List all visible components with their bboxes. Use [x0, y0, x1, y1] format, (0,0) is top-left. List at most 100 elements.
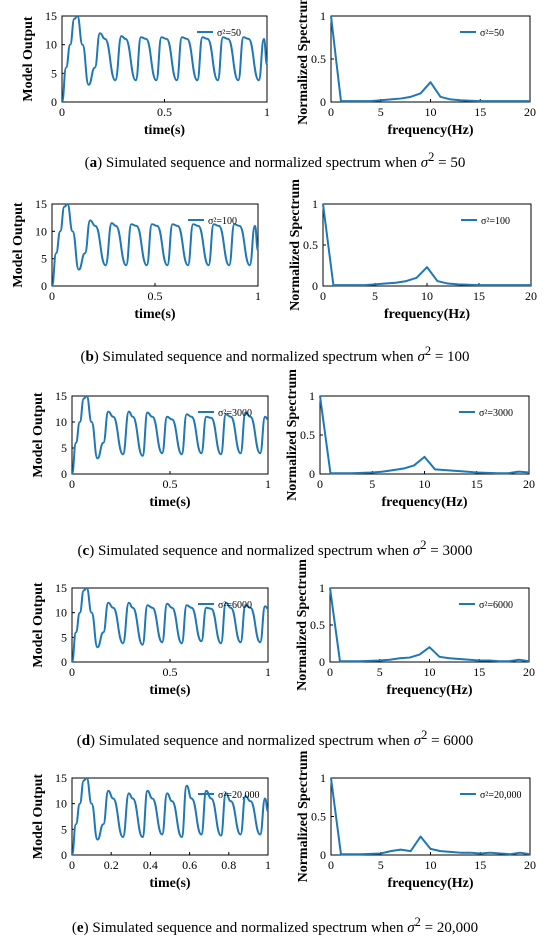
caption-letter: d	[81, 733, 91, 749]
legend-label: σ²=100	[208, 216, 237, 227]
x-tick-label: 0	[320, 289, 326, 303]
x-tick-label: 1	[264, 105, 270, 119]
spectrum-chart: 0 5 10 15 20 0 0.5 1 frequency(Hz) Normalized Spe…	[296, 0, 536, 138]
x-tick-label: 5	[378, 105, 384, 119]
x-tick-label: 0.6	[182, 858, 197, 872]
caption-sigma: σ	[407, 920, 415, 936]
caption-exp: 2	[420, 538, 427, 552]
y-tick-label: 0	[61, 467, 67, 481]
x-axis-label: frequency(Hz)	[386, 683, 472, 698]
y-axis-label: Normalized Spectrum	[296, 750, 311, 882]
y-tick-label: 0.5	[303, 238, 318, 252]
y-axis-label: Normalized Spectrum	[285, 369, 300, 501]
x-tick-label: 20	[525, 289, 537, 303]
x-axis-label: time(s)	[149, 495, 191, 510]
y-axis-label: Normalized Spectrum	[296, 0, 311, 125]
x-tick-label: 0	[328, 858, 334, 872]
caption-b: (b) Simulated sequence and normalized sp…	[80, 344, 470, 365]
legend-label: σ²=20,000	[218, 790, 260, 801]
y-tick-label: 0	[51, 95, 57, 109]
legend-label: σ²=20,000	[480, 790, 522, 801]
series-line	[51, 203, 259, 287]
y-tick-label: 0	[320, 848, 326, 862]
caption-letter: a	[89, 155, 98, 171]
x-axis-label: time(s)	[149, 683, 191, 698]
x-tick-label: 1	[255, 289, 261, 303]
caption-exp: 2	[414, 915, 421, 929]
caption-c: (c) Simulated sequence and normalized sp…	[77, 538, 473, 559]
x-tick-label: 20	[523, 665, 535, 679]
caption-text: Simulated sequence and normalized spectr…	[98, 349, 418, 365]
x-tick-label: 0	[69, 477, 75, 491]
caption-text: Simulated sequence and normalized spectr…	[88, 920, 408, 936]
caption-sigma: σ	[420, 155, 429, 171]
x-tick-label: 5	[369, 477, 375, 491]
legend-label: σ²=3000	[218, 408, 252, 419]
y-axis-label: Normalized Spectrum	[288, 179, 303, 311]
series-line	[330, 15, 530, 103]
y-tick-label: 0.5	[310, 618, 325, 632]
y-tick-label: 0	[312, 279, 318, 293]
x-axis-label: frequency(Hz)	[381, 495, 467, 510]
x-tick-label: 1	[265, 858, 271, 872]
legend-label: σ²=50	[480, 28, 504, 39]
series-line	[322, 203, 531, 287]
caption-value: = 100	[431, 349, 470, 365]
legend-label: σ²=3000	[479, 408, 513, 419]
x-tick-label: 1	[265, 665, 271, 679]
y-tick-label: 1	[312, 197, 318, 211]
x-tick-label: 0.5	[163, 665, 178, 679]
y-tick-label: 10	[55, 606, 67, 620]
y-tick-label: 15	[55, 771, 67, 785]
x-tick-label: 5	[378, 858, 384, 872]
caption-value: = 3000	[426, 543, 473, 559]
spectrum-chart: 0 5 10 15 20 0 0.5 1 frequency(Hz) Normalized Spe…	[295, 559, 535, 698]
series-line	[330, 777, 531, 856]
x-tick-label: 5	[372, 289, 378, 303]
caption-value: = 50	[434, 155, 466, 171]
x-tick-label: 5	[377, 665, 383, 679]
x-axis-label: frequency(Hz)	[387, 123, 473, 138]
x-tick-label: 20	[523, 477, 535, 491]
legend-label: σ²=6000	[479, 600, 513, 611]
y-tick-label: 5	[61, 630, 67, 644]
caption-text: Simulated sequence and normalized spectr…	[102, 155, 421, 171]
legend-label: σ²=50	[217, 28, 241, 39]
x-axis-label: frequency(Hz)	[387, 876, 473, 891]
caption-text: Simulated sequence and normalized spectr…	[95, 733, 414, 749]
x-tick-label: 0	[327, 665, 333, 679]
x-axis-label: frequency(Hz)	[384, 307, 470, 322]
y-tick-label: 5	[61, 441, 67, 455]
y-axis-label: Normalized Spectrum	[295, 559, 310, 691]
x-tick-label: 0.2	[104, 858, 119, 872]
caption-exp: 2	[421, 728, 428, 742]
caption-sigma: σ	[417, 349, 425, 365]
caption-d: (d) Simulated sequence and normalized sp…	[76, 728, 474, 749]
y-tick-label: 0.5	[300, 428, 315, 442]
caption-text: Simulated sequence and normalized spectr…	[94, 543, 413, 559]
x-tick-label: 0	[59, 105, 65, 119]
x-axis-label: time(s)	[149, 876, 191, 891]
caption-exp: 2	[428, 150, 435, 164]
x-tick-label: 10	[425, 105, 437, 119]
x-tick-label: 20	[524, 105, 536, 119]
y-tick-label: 10	[35, 224, 47, 238]
x-tick-label: 0	[317, 477, 323, 491]
x-tick-label: 10	[425, 858, 437, 872]
spectrum-chart: 0 5 10 15 20 0 0.5 1 frequency(Hz) Normalized Spe…	[296, 750, 536, 891]
caption-letter: e	[76, 920, 84, 936]
x-tick-label: 10	[424, 665, 436, 679]
y-tick-label: 1	[320, 9, 326, 23]
y-tick-label: 5	[51, 66, 57, 80]
y-tick-label: 0	[309, 467, 315, 481]
y-tick-label: 5	[61, 822, 67, 836]
y-tick-label: 0.5	[311, 52, 326, 66]
x-tick-label: 15	[473, 665, 485, 679]
y-tick-label: 1	[319, 581, 325, 595]
